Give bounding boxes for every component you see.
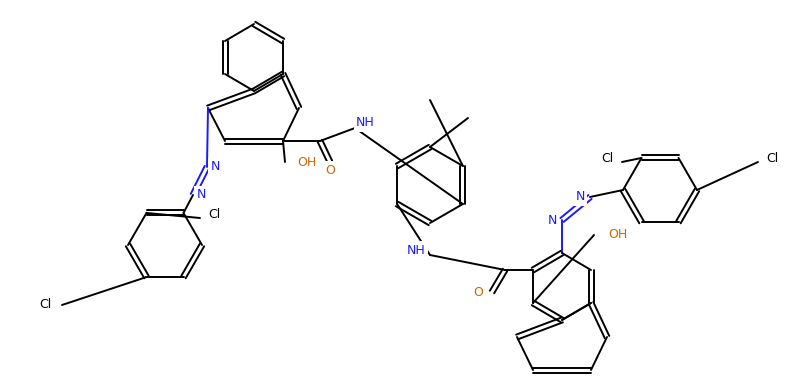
Text: OH: OH: [608, 229, 627, 242]
Text: Cl: Cl: [766, 151, 778, 164]
Text: N: N: [575, 191, 585, 203]
Text: Cl: Cl: [602, 151, 614, 164]
Text: NH: NH: [406, 244, 425, 257]
Text: O: O: [325, 164, 335, 176]
Text: Cl: Cl: [208, 208, 220, 220]
Text: NH: NH: [355, 117, 374, 129]
Text: Cl: Cl: [40, 298, 52, 312]
Text: N: N: [196, 188, 206, 201]
Text: N: N: [211, 161, 220, 173]
Text: O: O: [473, 286, 483, 298]
Text: N: N: [547, 213, 556, 227]
Text: OH: OH: [297, 156, 316, 169]
